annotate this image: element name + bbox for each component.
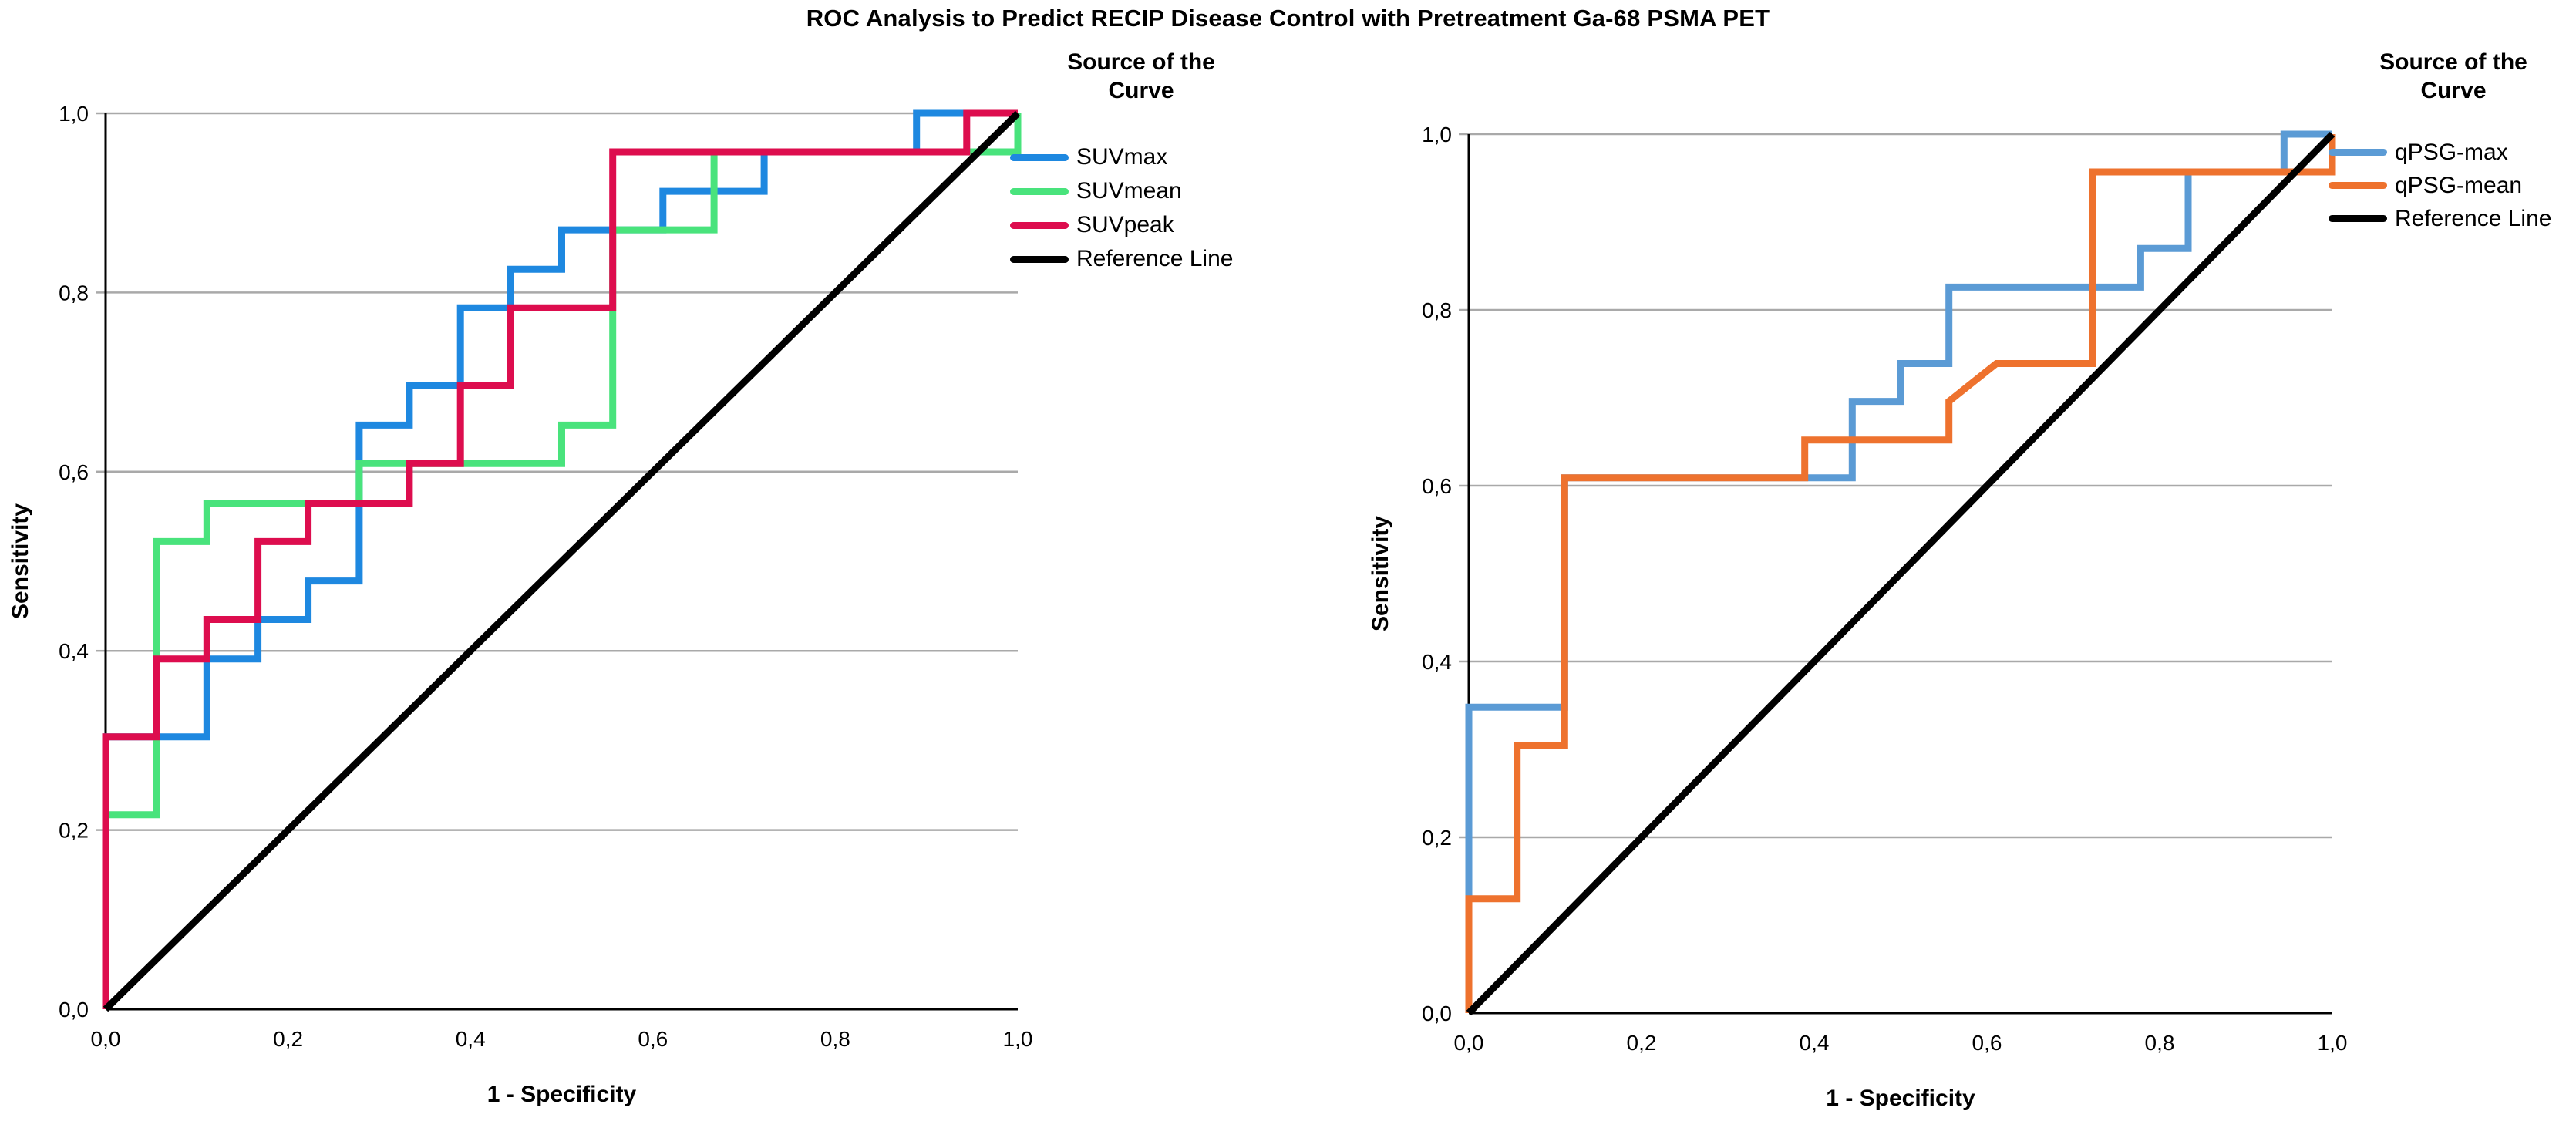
legend-swatch-icon: [1010, 187, 1069, 195]
x-tick-label: 0,2: [273, 1027, 303, 1051]
legend-item-label: SUVmax: [1076, 144, 1168, 170]
x-tick-label: 0,8: [2145, 1031, 2175, 1055]
legend-items: SUVmax SUVmean SUVpeak Reference Line: [1010, 140, 1334, 276]
y-tick-label: 0,6: [59, 460, 89, 484]
curve-reference-line: [1466, 131, 2335, 1016]
y-tick-label: 0,4: [1422, 650, 1452, 674]
legend-item-label: Reference Line: [1076, 246, 1234, 271]
x-tick-label: 0,6: [1972, 1031, 2002, 1055]
x-tick-label: 1,0: [1003, 1027, 1033, 1051]
curve-suvpeak: [102, 109, 1018, 1009]
x-tick-label: 1,0: [2318, 1031, 2348, 1055]
x-tick-label: 0,0: [1454, 1031, 1484, 1055]
legend-item-suvmean: SUVmean: [1010, 174, 1334, 208]
legend-item-qpsg-max: qPSG-max: [2329, 136, 2576, 169]
legend-item-label: qPSG-mean: [2395, 172, 2523, 198]
y-tick-label: 0,4: [59, 639, 89, 663]
y-tick-label: 1,0: [1422, 123, 1452, 146]
y-tick-label: 0,2: [1422, 826, 1452, 850]
legend-swatch-icon: [1010, 221, 1069, 229]
legend-item-label: SUVmean: [1076, 178, 1182, 204]
figure-title: ROC Analysis to Predict RECIP Disease Co…: [806, 5, 1770, 32]
x-axis-label: 1 - Specificity: [487, 1082, 637, 1107]
legend-qpsg: Source of the Curve qPSG-max qPSG-mean Ref…: [2329, 48, 2576, 235]
legend-swatch-icon: [2329, 182, 2387, 189]
x-tick-label: 0,4: [456, 1027, 486, 1051]
legend-swatch-icon: [2329, 149, 2387, 156]
y-tick-label: 0,0: [59, 998, 89, 1022]
legend-item-label: qPSG-max: [2395, 139, 2508, 165]
legend-title: Source of the Curve: [2379, 49, 2527, 103]
x-tick-label: 0,6: [638, 1027, 668, 1051]
x-tick-label: 0,8: [820, 1027, 850, 1051]
legend-item-label: Reference Line: [2395, 205, 2552, 231]
legend-item-label: SUVpeak: [1076, 212, 1174, 237]
legend-title: Source of the Curve: [1067, 49, 1215, 103]
legend-swatch-icon: [1010, 255, 1069, 263]
curve-reference-line: [103, 110, 1021, 1012]
legend-items: qPSG-max qPSG-mean Reference Line: [2329, 136, 2576, 235]
y-tick-label: 0,8: [59, 281, 89, 305]
x-tick-label: 0,2: [1627, 1031, 1657, 1055]
legend-item-reference-line: Reference Line: [1010, 242, 1334, 276]
x-tick-label: 0,4: [1800, 1031, 1830, 1055]
x-tick-label: 0,0: [91, 1027, 121, 1051]
x-axis-label: 1 - Specificity: [1826, 1086, 1975, 1111]
y-tick-label: 0,6: [1422, 474, 1452, 498]
curve-qpsg-mean: [1465, 134, 2336, 1013]
y-tick-label: 0,2: [59, 819, 89, 843]
legend-swatch-icon: [2329, 215, 2387, 222]
legend-suv: Source of the Curve SUVmax SUVmean SUVpeak…: [1010, 48, 1334, 276]
roc-canvas-qpsg: 0,0 0,2 0,4 0,6 0,8 1,0 0,0 0,2 0,4 0,6 0,8 1,0 1 - …: [1368, 123, 2348, 1111]
legend-item-qpsg-mean: qPSG-mean: [2329, 169, 2576, 202]
y-axis-label: Sensitivity: [1368, 516, 1393, 631]
y-tick-label: 0,8: [1422, 298, 1452, 322]
y-axis-label: Sensitivity: [8, 503, 33, 619]
legend-item-reference-line: Reference Line: [2329, 202, 2576, 235]
roc-canvas-suv: 0,0 0,2 0,4 0,6 0,8 1,0 0,0 0,2 0,4 0,6 0,8 1,0 1 - …: [8, 102, 1033, 1107]
legend-swatch-icon: [1010, 153, 1069, 161]
y-tick-label: 0,0: [1422, 1001, 1452, 1025]
legend-item-suvmax: SUVmax: [1010, 140, 1334, 174]
legend-item-suvpeak: SUVpeak: [1010, 208, 1334, 242]
y-tick-label: 1,0: [59, 102, 89, 126]
